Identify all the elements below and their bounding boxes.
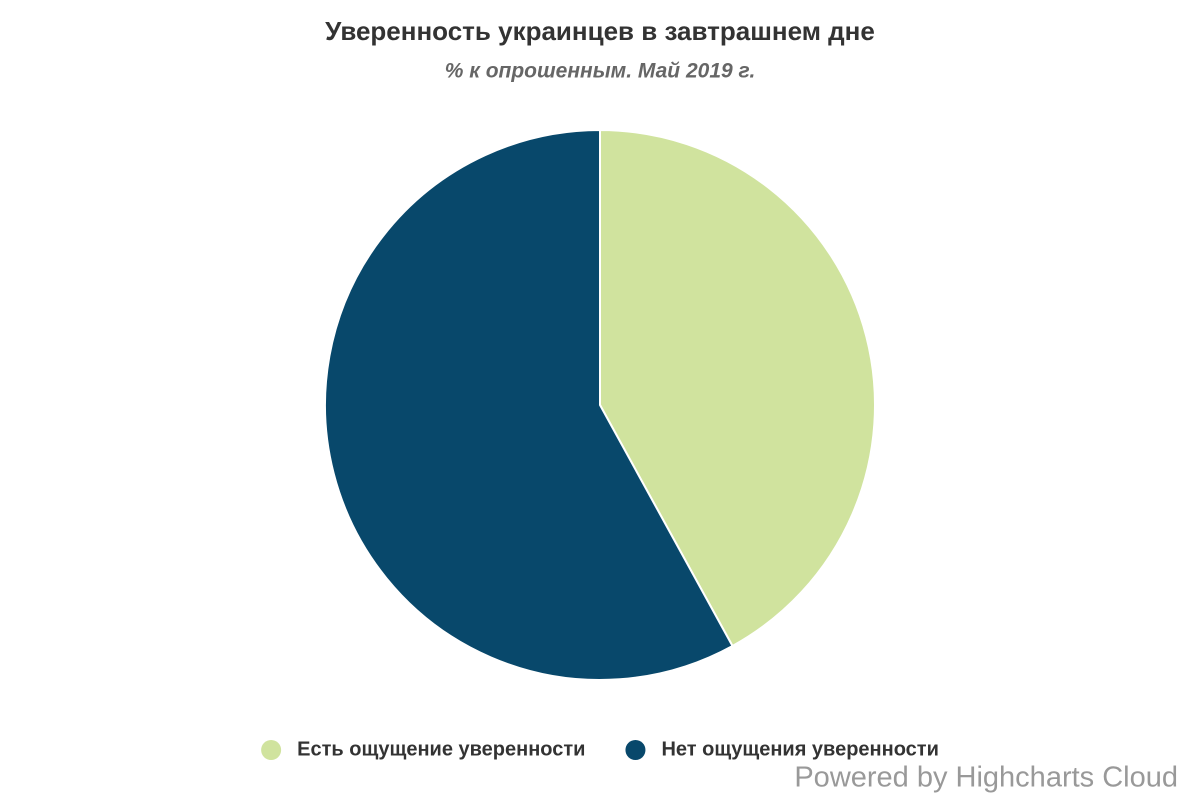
legend-label[interactable]: Есть ощущение уверенности (297, 738, 585, 760)
chart-title: Уверенность украинцев в завтрашнем дне (325, 16, 875, 46)
legend-marker[interactable] (625, 740, 646, 760)
pie-slice[interactable] (324, 129, 734, 681)
chart-subtitle: % к опрошенным. Май 2019 г. (445, 60, 756, 83)
pie-slice[interactable] (599, 129, 876, 647)
legend-label[interactable]: Нет ощущения уверенности (661, 738, 938, 760)
legend-marker[interactable] (261, 740, 282, 760)
credits[interactable]: Powered by Highcharts Cloud (794, 762, 1178, 794)
